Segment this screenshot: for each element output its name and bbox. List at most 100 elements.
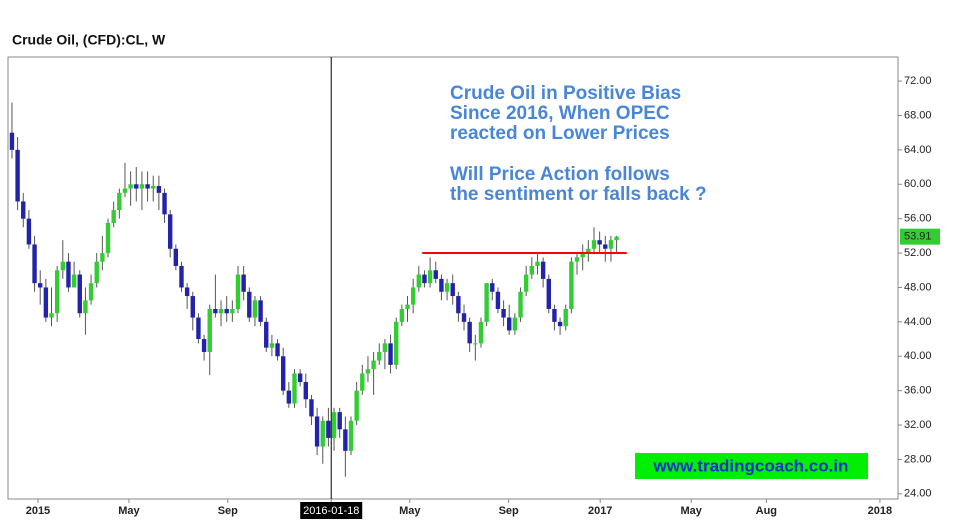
candle-body [314, 416, 320, 447]
candle-body [552, 308, 557, 322]
candle-body [546, 278, 551, 309]
candle-body [557, 321, 563, 327]
candle-body [134, 184, 139, 189]
y-tick-label: 72.00 [904, 75, 932, 87]
candle-body [427, 270, 433, 284]
plot-frame [7, 56, 899, 500]
annotation: Since 2016, When OPEC [450, 103, 670, 124]
candle-body [371, 360, 376, 370]
annotation: Crude Oil in Positive Bias [450, 83, 681, 104]
candle-body [614, 236, 619, 241]
candle-body [394, 321, 399, 365]
candle-body [162, 192, 167, 215]
annotation: Will Price Action follows [450, 164, 670, 185]
candle-body [111, 210, 116, 223]
candle-body [586, 248, 591, 254]
candle-body [603, 244, 608, 249]
candle-body [60, 261, 66, 271]
candle-body [360, 373, 365, 391]
candle-body [416, 274, 422, 288]
x-tick-label: May [118, 505, 140, 517]
chart-title: Crude Oil, (CFD):CL, W [12, 32, 166, 48]
candle-body [105, 222, 111, 254]
candle-body [241, 274, 246, 292]
candle-body [156, 185, 162, 193]
x-tick-label: 2018 [868, 505, 892, 517]
candle-body [15, 149, 20, 202]
candle-body [190, 296, 195, 318]
candle-body [71, 274, 77, 288]
candle-body [207, 308, 212, 352]
x-tick-label: 2015 [26, 505, 50, 517]
plot [9, 102, 627, 477]
candle-body [32, 244, 37, 284]
candle-body [320, 420, 325, 447]
candle-body [173, 248, 179, 266]
candle-body [252, 300, 258, 318]
y-tick-label: 24.00 [904, 488, 932, 500]
candle-body [292, 373, 297, 404]
candle-body [196, 317, 201, 340]
candle-body [269, 343, 275, 348]
candle-body [399, 308, 405, 322]
candle-body [128, 184, 133, 189]
candle-body [77, 274, 82, 314]
candle-body [275, 343, 280, 357]
candle-body [303, 382, 308, 400]
y-tick-label: 68.00 [904, 109, 932, 121]
candle-body [377, 351, 382, 361]
x-tick-label: Aug [756, 505, 777, 517]
y-tick-label: 36.00 [904, 385, 932, 397]
candle-body [484, 283, 489, 322]
candle-body [501, 308, 506, 318]
candle-body [574, 257, 580, 262]
candle-body [117, 192, 122, 211]
candle-body [9, 132, 15, 150]
website: www.tradingcoach.co.in [653, 456, 849, 475]
x-tick-label: May [399, 505, 421, 517]
candle-body [439, 278, 444, 292]
candle-body [224, 308, 229, 314]
candle-body [512, 317, 518, 331]
candle-body [218, 308, 224, 314]
candle-body [235, 274, 241, 309]
candle-body [410, 287, 416, 305]
candle-body [88, 283, 94, 301]
candle-body [343, 429, 348, 451]
candle-body [326, 420, 331, 438]
candle-body [139, 184, 145, 189]
candle-body [608, 240, 614, 249]
candle-body [523, 274, 529, 292]
candle-body [365, 369, 371, 374]
candle-body [297, 373, 303, 383]
y-tick-label: 40.00 [904, 350, 932, 362]
candle-body [230, 308, 235, 314]
candle-body [433, 270, 438, 279]
candle-body [26, 218, 32, 245]
candle-body [280, 356, 286, 391]
candle-body [83, 300, 88, 314]
candle-body [264, 321, 269, 348]
candle-body [354, 390, 359, 421]
candle-body [258, 300, 263, 322]
candle-body [145, 184, 150, 189]
candle-body [490, 283, 495, 292]
candle-body [167, 214, 173, 249]
x-tick-label: Sep [499, 505, 519, 517]
y-tick-label: 48.00 [904, 281, 932, 293]
candle-body [518, 291, 523, 318]
candle-body [331, 412, 337, 438]
candle-body [94, 261, 99, 284]
candle-body [540, 261, 546, 279]
y-tick-label: 44.00 [904, 316, 932, 328]
x-tick-label: Sep [218, 505, 238, 517]
candle-body [529, 265, 535, 275]
x-tick-label: 2017 [588, 505, 612, 517]
candle-body [461, 313, 467, 322]
candle-body [422, 274, 427, 284]
x-tick-highlight [300, 502, 363, 519]
y-tick-label: 60.00 [904, 178, 932, 190]
candle-body [337, 412, 342, 430]
last-price-label: 53.91 [904, 231, 932, 243]
